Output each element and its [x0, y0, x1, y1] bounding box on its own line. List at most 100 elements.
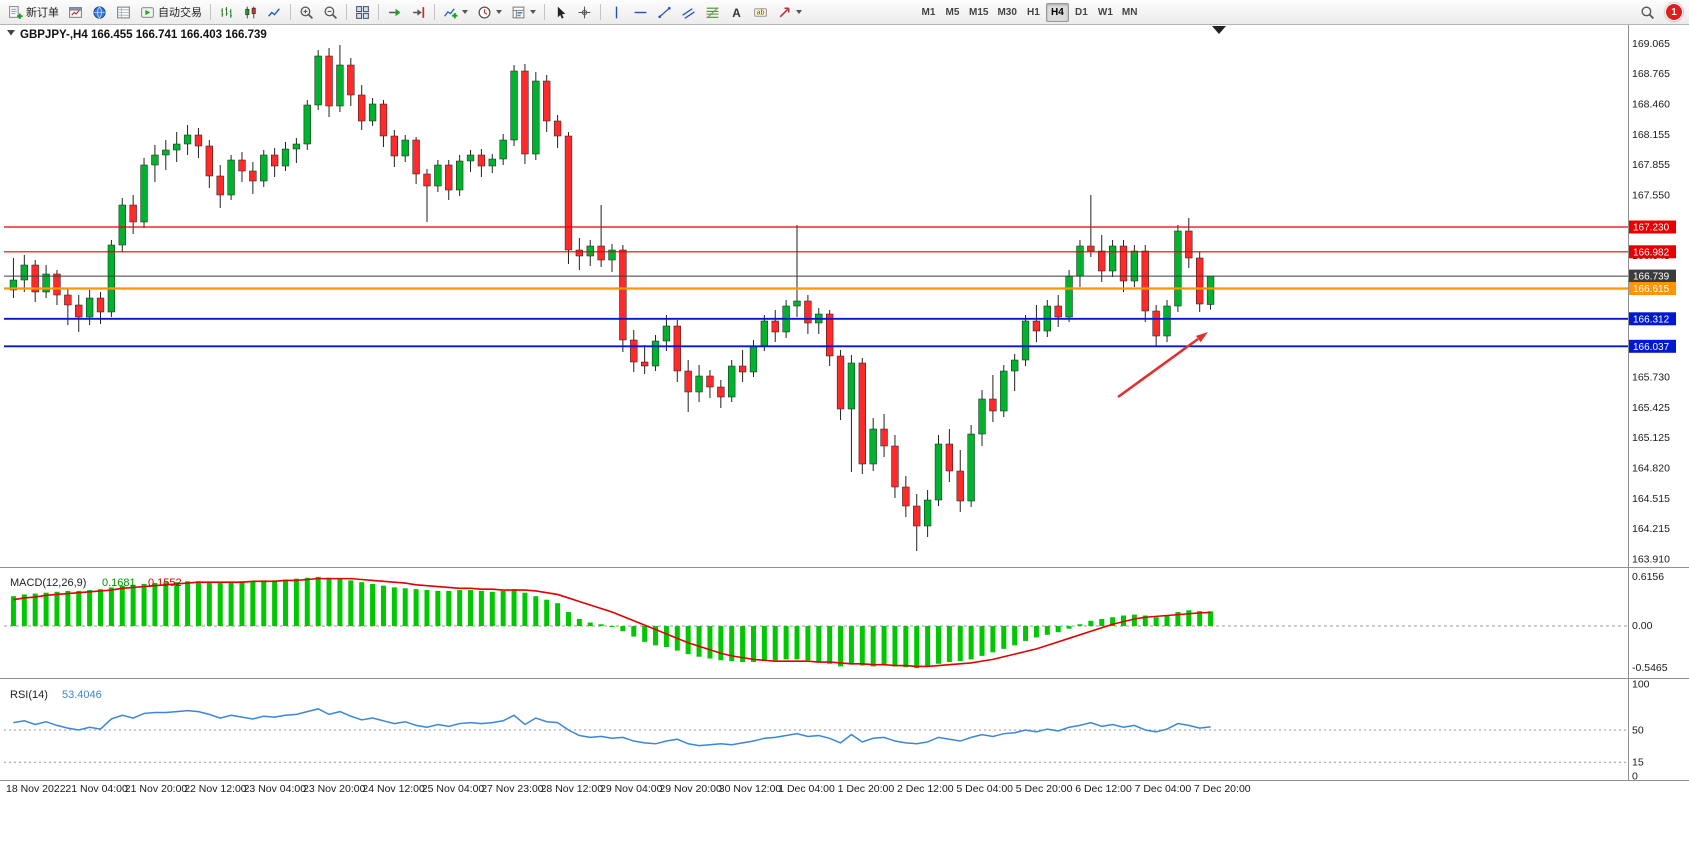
time-axis-label: 30 Nov 12:00: [719, 783, 782, 795]
notification-badge[interactable]: 1: [1665, 3, 1683, 21]
time-axis-label: 29 Nov 20:00: [659, 783, 722, 795]
macd-panel: [4, 576, 1628, 669]
data-window-icon: [116, 5, 131, 20]
dropdown-caret-icon: [462, 10, 468, 14]
time-axis-label: 23 Nov 20:00: [303, 783, 366, 795]
search-icon: [1640, 5, 1655, 20]
arrows-button[interactable]: [773, 2, 806, 23]
channel-button[interactable]: [677, 2, 700, 23]
price-axis-label: 167.550: [1632, 190, 1670, 202]
chart-menu-triangle-icon[interactable]: [7, 30, 15, 36]
zoom-out-button[interactable]: [319, 2, 342, 23]
indicators-button[interactable]: [439, 2, 472, 23]
price-axis-label: 168.460: [1632, 99, 1670, 111]
chart-shift-icon: [411, 5, 426, 20]
fibonacci-button[interactable]: [701, 2, 724, 23]
horizontal-lines[interactable]: [4, 226, 1628, 348]
crosshair-button[interactable]: [573, 2, 596, 23]
chart-title: GBPJPY-,H4 166.455 166.741 166.403 166.7…: [20, 29, 267, 41]
data-window-button[interactable]: [112, 2, 135, 23]
tile-windows-button[interactable]: [351, 2, 374, 23]
time-axis-label: 24 Nov 12:00: [362, 783, 425, 795]
text-icon: A: [729, 5, 744, 20]
time-axis-label: 6 Dec 12:00: [1075, 783, 1132, 795]
price-axis-label: 168.765: [1632, 68, 1670, 80]
vertical-line-button[interactable]: [605, 2, 628, 23]
scroll-position-marker-icon[interactable]: [1212, 26, 1226, 34]
auto-scroll-button[interactable]: [383, 2, 406, 23]
toolbar-separator: [290, 4, 291, 20]
new-order-icon: [8, 5, 23, 20]
line-chart-icon: [267, 5, 282, 20]
candlestick-chart-button[interactable]: [239, 2, 262, 23]
time-axis-label: 1 Dec 04:00: [778, 783, 835, 795]
time-axis-label: 7 Dec 20:00: [1194, 783, 1251, 795]
time-axis-label: 21 Nov 04:00: [65, 783, 128, 795]
autotrading-button[interactable]: 自动交易: [136, 2, 206, 23]
timeframe-h1-button[interactable]: H1: [1022, 3, 1045, 22]
tile-windows-icon: [355, 5, 370, 20]
line-chart-button[interactable]: [263, 2, 286, 23]
rsi-scale-label: 15: [1632, 757, 1644, 769]
timeframe-w1-button[interactable]: W1: [1094, 3, 1117, 22]
template-icon: [511, 5, 526, 20]
autotrading-button-label: 自动交易: [158, 7, 202, 19]
chart-shift-button[interactable]: [407, 2, 430, 23]
toolbar-separator: [434, 4, 435, 20]
arrows-icon: [777, 5, 792, 20]
timeframe-mn-button[interactable]: MN: [1118, 3, 1142, 22]
cursor-button[interactable]: [549, 2, 572, 23]
new-order-button[interactable]: 新订单: [4, 2, 63, 23]
annotations[interactable]: [1117, 332, 1208, 399]
horizontal-line-button[interactable]: [629, 2, 652, 23]
timeframe-m1-button[interactable]: M1: [917, 3, 940, 22]
svg-text:A: A: [732, 6, 741, 19]
text-label-button[interactable]: ab: [749, 2, 772, 23]
rsi-scale-label: 100: [1632, 679, 1650, 691]
rsi-value: 53.4046: [62, 689, 102, 701]
time-axis-label: 22 Nov 12:00: [184, 783, 247, 795]
dropdown-caret-icon: [530, 10, 536, 14]
arrow-annotation[interactable]: [1117, 337, 1199, 399]
zoom-in-button[interactable]: [295, 2, 318, 23]
time-axis-label: 5 Dec 20:00: [1016, 783, 1073, 795]
price-axis-label: 163.910: [1632, 554, 1670, 566]
price-tag-166.739: 166.739: [1633, 272, 1670, 283]
bars-icon: [219, 5, 234, 20]
timeframe-h4-button[interactable]: H4: [1045, 2, 1069, 22]
time-axis-label: 27 Nov 23:00: [481, 783, 544, 795]
time-axis-label: 7 Dec 04:00: [1135, 783, 1192, 795]
time-axis-label: 21 Nov 20:00: [125, 783, 188, 795]
price-axis-label: 168.155: [1632, 129, 1670, 141]
periods-button[interactable]: [473, 2, 506, 23]
time-axis-label: 18 Nov 2022: [6, 783, 66, 795]
rsi-scale-label: 0: [1632, 771, 1638, 783]
profiles-button[interactable]: [88, 2, 111, 23]
trendline-icon: [657, 5, 672, 20]
channel-icon: [681, 5, 696, 20]
timeframe-m5-button[interactable]: M5: [941, 3, 964, 22]
price-axis[interactable]: 169.065 168.765 168.460 168.155 167.855 167.5…: [1632, 38, 1670, 566]
trendline-button[interactable]: [653, 2, 676, 23]
search-button[interactable]: [1636, 2, 1659, 23]
auto-scroll-icon: [387, 5, 402, 20]
dropdown-caret-icon: [796, 10, 802, 14]
charts-button[interactable]: [64, 2, 87, 23]
candles: [9, 45, 1215, 551]
timeframe-m15-button[interactable]: M15: [965, 3, 992, 22]
price-axis-label: 167.855: [1632, 159, 1670, 171]
timeframe-switcher: M1 M5 M15 M30 H1 H4 D1 W1 MN: [917, 2, 1142, 22]
price-tag-166.312: 166.312: [1633, 314, 1670, 325]
bar-chart-button[interactable]: [215, 2, 238, 23]
time-axis-label: 29 Nov 04:00: [600, 783, 663, 795]
text-button[interactable]: A: [725, 2, 748, 23]
vline-icon: [609, 5, 624, 20]
templates-button[interactable]: [507, 2, 540, 23]
arrow-annotation-head: [1196, 332, 1208, 343]
cursor-icon: [553, 5, 568, 20]
timeframe-m30-button[interactable]: M30: [993, 3, 1020, 22]
timeframe-d1-button[interactable]: D1: [1070, 3, 1093, 22]
